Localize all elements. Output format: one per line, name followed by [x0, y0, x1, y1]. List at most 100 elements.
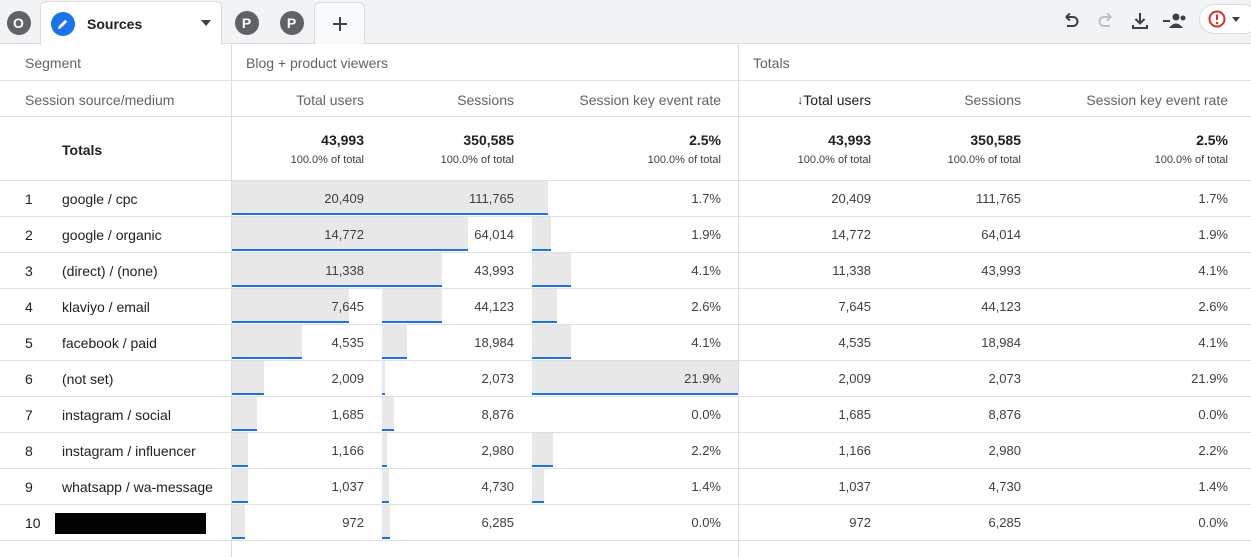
- column-header-4[interactable]: ↓ Total users: [671, 82, 871, 118]
- data-bar: [232, 289, 349, 323]
- source-medium-label[interactable]: (direct) / (none): [62, 262, 158, 279]
- metric-cell: 2,980: [481, 443, 514, 458]
- table-row[interactable]: 9 whatsapp / wa-message 1,037 4,730 1.4% 1,03…: [0, 469, 1251, 505]
- column-header-3[interactable]: Session key event rate: [521, 82, 721, 118]
- table-row[interactable]: 3 (direct) / (none) 11,338 43,993 4.1% 11,338…: [0, 253, 1251, 289]
- totals-value: 43,993: [321, 132, 364, 148]
- download-button[interactable]: [1127, 8, 1153, 34]
- metric-cell: 6,285: [988, 515, 1021, 530]
- column-header-1[interactable]: Total users: [164, 82, 364, 118]
- metric-cell: 2,073: [988, 371, 1021, 386]
- metric-cell: 111,765: [468, 191, 514, 206]
- metric-cell: 6,285: [481, 515, 514, 530]
- column-header-2[interactable]: Sessions: [314, 82, 514, 118]
- data-bar: [232, 397, 257, 431]
- data-bar: [232, 433, 248, 467]
- source-medium-label[interactable]: google / cpc: [62, 190, 138, 207]
- metric-cell: 64,014: [981, 227, 1021, 242]
- undo-button[interactable]: [1058, 8, 1084, 34]
- tab-o[interactable]: O: [0, 1, 37, 44]
- source-medium-label[interactable]: (not set): [62, 370, 114, 387]
- metric-cell: 1.9%: [1198, 227, 1228, 242]
- metric-cell: 11,338: [832, 263, 871, 278]
- tab-p-1[interactable]: P: [228, 1, 265, 44]
- totals-percent: 100.0% of total: [440, 154, 514, 166]
- segment-header: Segment: [25, 55, 82, 71]
- column-header-6[interactable]: Session key event rate: [1028, 82, 1228, 118]
- column-header-5[interactable]: Sessions: [821, 82, 1021, 118]
- totals-value: 43,993: [828, 132, 871, 148]
- metric-cell: 18,984: [474, 335, 514, 350]
- source-medium-label[interactable]: instagram / social: [62, 406, 171, 423]
- row-index: 8: [25, 442, 33, 459]
- table-row[interactable]: 7 instagram / social 1,685 8,876 0.0% 1,685 8,…: [0, 397, 1251, 433]
- metric-cell: 1.7%: [691, 191, 721, 206]
- totals-cell-6: 2.5% 100.0% of total: [1078, 118, 1228, 180]
- metric-cell: 7,645: [331, 299, 364, 314]
- row-index: 10: [25, 514, 41, 531]
- table-row[interactable]: 10 972 6,285 0.0% 972 6,285 0.0%: [0, 505, 1251, 541]
- data-bar: [532, 253, 571, 287]
- metric-cell: 4.1%: [691, 263, 721, 278]
- totals-percent: 100.0% of total: [647, 154, 721, 166]
- metric-cell: 2,009: [331, 371, 364, 386]
- metric-cell: 2.2%: [691, 443, 721, 458]
- table-row[interactable]: 2 google / organic 14,772 64,014 1.9% 14,772 6…: [0, 217, 1251, 253]
- undo-icon: [1065, 12, 1079, 27]
- share-users-icon: [1163, 13, 1186, 28]
- tab-sources[interactable]: Sources: [40, 1, 222, 45]
- metric-cell: 4,535: [331, 335, 364, 350]
- source-medium-label[interactable]: klaviyo / email: [62, 298, 150, 315]
- metric-cell: 43,993: [981, 263, 1021, 278]
- data-bar: [382, 505, 390, 539]
- segment-name-2[interactable]: Totals: [753, 55, 790, 71]
- source-medium-label[interactable]: google / organic: [62, 226, 162, 243]
- metric-cell: 20,409: [831, 191, 871, 206]
- source-medium-label[interactable]: whatsapp / wa-message: [62, 478, 213, 495]
- metric-cell: 972: [342, 515, 364, 530]
- table-row[interactable]: 5 facebook / paid 4,535 18,984 4.1% 4,535 18,9…: [0, 325, 1251, 361]
- redo-icon: [1098, 12, 1112, 27]
- metric-cell: 8,876: [988, 407, 1021, 422]
- metric-cell: 1.9%: [691, 227, 721, 242]
- metric-cell: 8,876: [481, 407, 514, 422]
- share-button[interactable]: [1162, 8, 1188, 34]
- column-header-label: Sessions: [964, 92, 1021, 108]
- totals-value: 350,585: [970, 132, 1021, 148]
- data-bar: [382, 469, 389, 503]
- table-row[interactable]: 6 (not set) 2,009 2,073 21.9% 2,009 2,073 21.9%: [0, 361, 1251, 397]
- row-index: 9: [25, 478, 33, 495]
- add-tab-button[interactable]: [314, 2, 365, 44]
- redo-button[interactable]: [1093, 8, 1119, 34]
- pencil-icon[interactable]: [51, 11, 75, 36]
- metric-cell: 11,338: [325, 263, 364, 278]
- alert-button[interactable]: [1199, 4, 1251, 34]
- row-index: 6: [25, 370, 33, 387]
- tab-bar: O Sources P P: [0, 0, 1251, 45]
- source-medium-label[interactable]: instagram / influencer: [62, 442, 196, 459]
- alert-caret-icon: [1232, 16, 1240, 22]
- totals-percent: 100.0% of total: [797, 154, 871, 166]
- metric-cell: 4,730: [481, 479, 514, 494]
- chevron-down-icon[interactable]: [201, 20, 211, 26]
- totals-cell-5: 350,585 100.0% of total: [871, 118, 1021, 180]
- data-bar: [532, 289, 557, 323]
- table-row[interactable]: 4 klaviyo / email 7,645 44,123 2.6% 7,645 44,1…: [0, 289, 1251, 325]
- metric-cell: 44,123: [474, 299, 514, 314]
- tab-p-2[interactable]: P: [273, 1, 310, 44]
- data-bar: [382, 181, 548, 215]
- table-row[interactable]: 1 google / cpc 20,409 111,765 1.7% 20,409 111,…: [0, 181, 1251, 217]
- row-index: 4: [25, 298, 33, 315]
- data-bar: [382, 433, 387, 467]
- source-medium-label[interactable]: facebook / paid: [62, 334, 157, 351]
- metric-cell: 1,037: [838, 479, 871, 494]
- data-bar: [232, 361, 264, 395]
- metric-cell: 1.7%: [1198, 191, 1228, 206]
- segment-name-1[interactable]: Blog + product viewers: [246, 55, 389, 71]
- dimension-header[interactable]: Session source/medium: [25, 92, 175, 108]
- data-bar: [232, 253, 409, 287]
- table-row[interactable]: 8 instagram / influencer 1,166 2,980 2.2% 1,1…: [0, 433, 1251, 469]
- metric-cell: 14,772: [831, 227, 871, 242]
- divider: [0, 180, 1251, 181]
